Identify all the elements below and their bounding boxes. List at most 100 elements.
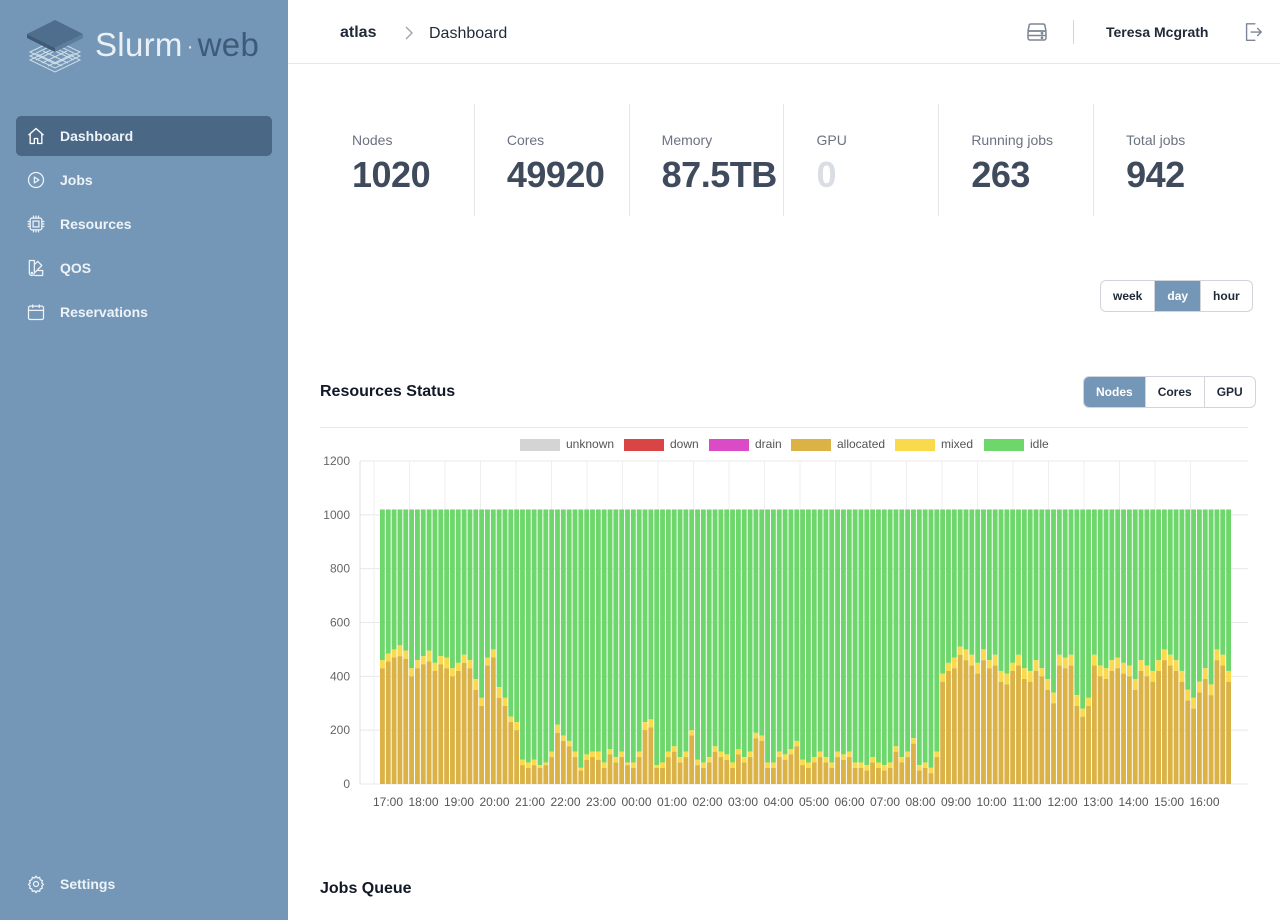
bar-allocated <box>380 668 385 784</box>
bar-mixed <box>794 740 800 747</box>
bar-allocated <box>998 681 1004 784</box>
bar-allocated <box>1103 679 1109 784</box>
bar-mixed <box>946 662 951 671</box>
bar-allocated <box>1045 689 1051 784</box>
bar-allocated <box>601 767 607 784</box>
cores-button[interactable]: Cores <box>1146 377 1205 407</box>
bar-idle <box>876 509 881 763</box>
bar-allocated <box>1086 705 1091 784</box>
bar-mixed <box>625 762 630 766</box>
bar-mixed <box>730 762 735 768</box>
bar-allocated <box>1080 716 1086 784</box>
bar-mixed <box>811 757 817 763</box>
range-hour-button[interactable]: hour <box>1213 289 1240 303</box>
range-week-button[interactable]: week <box>1101 281 1156 311</box>
bar-allocated <box>730 767 735 784</box>
bar-mixed <box>1202 668 1208 680</box>
bar-mixed <box>1150 670 1156 682</box>
sidebar-item-label: Resources <box>60 216 132 232</box>
bar-idle <box>1126 509 1132 666</box>
sidebar-item-qos[interactable]: QOS <box>16 248 272 288</box>
bar-idle <box>642 509 648 723</box>
bar-idle <box>479 509 485 698</box>
stat-cores: Cores 49920 <box>475 104 630 216</box>
bar-mixed <box>1103 668 1109 680</box>
bar-mixed <box>981 649 986 661</box>
sidebar-item-resources[interactable]: Resources <box>16 204 272 244</box>
bar-idle <box>794 509 800 741</box>
x-tick-label: 16:00 <box>1189 795 1219 809</box>
sidebar-nav: Dashboard Jobs Resources QOS Reservation… <box>16 116 272 336</box>
bar-mixed <box>841 754 846 760</box>
bar-idle <box>706 509 712 758</box>
bar-idle <box>1191 509 1196 698</box>
bar-allocated <box>1220 665 1226 784</box>
bar-mixed <box>490 649 496 658</box>
sidebar-item-settings[interactable]: Settings <box>26 874 115 894</box>
bar-mixed <box>1115 657 1121 669</box>
bar-idle <box>724 509 730 755</box>
bar-mixed <box>420 656 426 665</box>
bar-idle <box>648 509 654 720</box>
bar-allocated <box>934 757 940 784</box>
bar-idle <box>665 509 671 752</box>
y-tick-label: 800 <box>330 562 350 576</box>
app-logo[interactable]: Slurm · web <box>22 18 259 76</box>
logout-icon[interactable] <box>1242 21 1264 43</box>
bar-idle <box>881 509 887 766</box>
gpu-button[interactable]: GPU <box>1216 385 1243 399</box>
nodes-button[interactable]: Nodes <box>1084 377 1146 407</box>
bar-allocated <box>753 738 759 784</box>
bar-mixed <box>975 662 981 674</box>
bar-allocated <box>549 757 555 784</box>
bar-mixed <box>1033 660 1039 671</box>
range-day-button[interactable]: day <box>1155 281 1202 311</box>
bar-mixed <box>642 722 648 731</box>
bar-allocated <box>1091 665 1097 784</box>
bar-mixed <box>899 757 905 763</box>
bar-idle <box>928 509 934 768</box>
bar-idle <box>525 509 531 763</box>
bar-allocated <box>455 670 461 784</box>
sidebar-item-reservations[interactable]: Reservations <box>16 292 272 332</box>
stat-value: 49920 <box>506 154 605 195</box>
sidebar-item-jobs[interactable]: Jobs <box>16 160 272 200</box>
bar-mixed <box>887 762 893 768</box>
bar-idle <box>841 509 846 755</box>
bar-mixed <box>560 735 566 741</box>
legend-swatch-unknown <box>520 439 560 451</box>
settings-label: Settings <box>60 876 116 892</box>
resources-status-chart: unknown down drain allocated mixed idle 0 200 40… <box>310 432 1260 822</box>
bar-idle <box>1161 509 1167 650</box>
sidebar-item-dashboard[interactable]: Dashboard <box>16 116 272 156</box>
breadcrumb-cluster[interactable]: atlas <box>340 24 377 41</box>
bar-idle <box>1097 509 1103 666</box>
bar-mixed <box>555 724 560 733</box>
bar-allocated <box>706 762 712 784</box>
bar-idle <box>735 509 741 750</box>
bar-allocated <box>759 740 765 784</box>
bar-mixed <box>893 746 899 752</box>
x-tick-label: 22:00 <box>550 795 580 809</box>
bar-allocated <box>1109 670 1115 784</box>
bar-mixed <box>992 654 998 666</box>
server-stack-icon[interactable] <box>1026 22 1048 42</box>
bar-mixed <box>683 751 689 758</box>
bar-allocated <box>992 665 998 784</box>
bar-allocated <box>450 676 455 784</box>
bar-idle <box>1103 509 1109 669</box>
bar-idle <box>1208 509 1214 685</box>
x-tick-label: 18:00 <box>408 795 438 809</box>
bar-mixed <box>677 757 683 763</box>
bar-mixed <box>846 751 852 758</box>
x-tick-label: 07:00 <box>870 795 900 809</box>
bar-idle <box>951 509 957 658</box>
bar-mixed <box>665 751 671 758</box>
bar-mixed <box>724 754 730 760</box>
x-tick-label: 06:00 <box>834 795 864 809</box>
bar-idle <box>1173 509 1179 661</box>
bar-allocated <box>969 665 975 784</box>
bar-allocated <box>654 767 660 784</box>
bar-idle <box>992 509 998 655</box>
bar-idle <box>829 509 835 763</box>
